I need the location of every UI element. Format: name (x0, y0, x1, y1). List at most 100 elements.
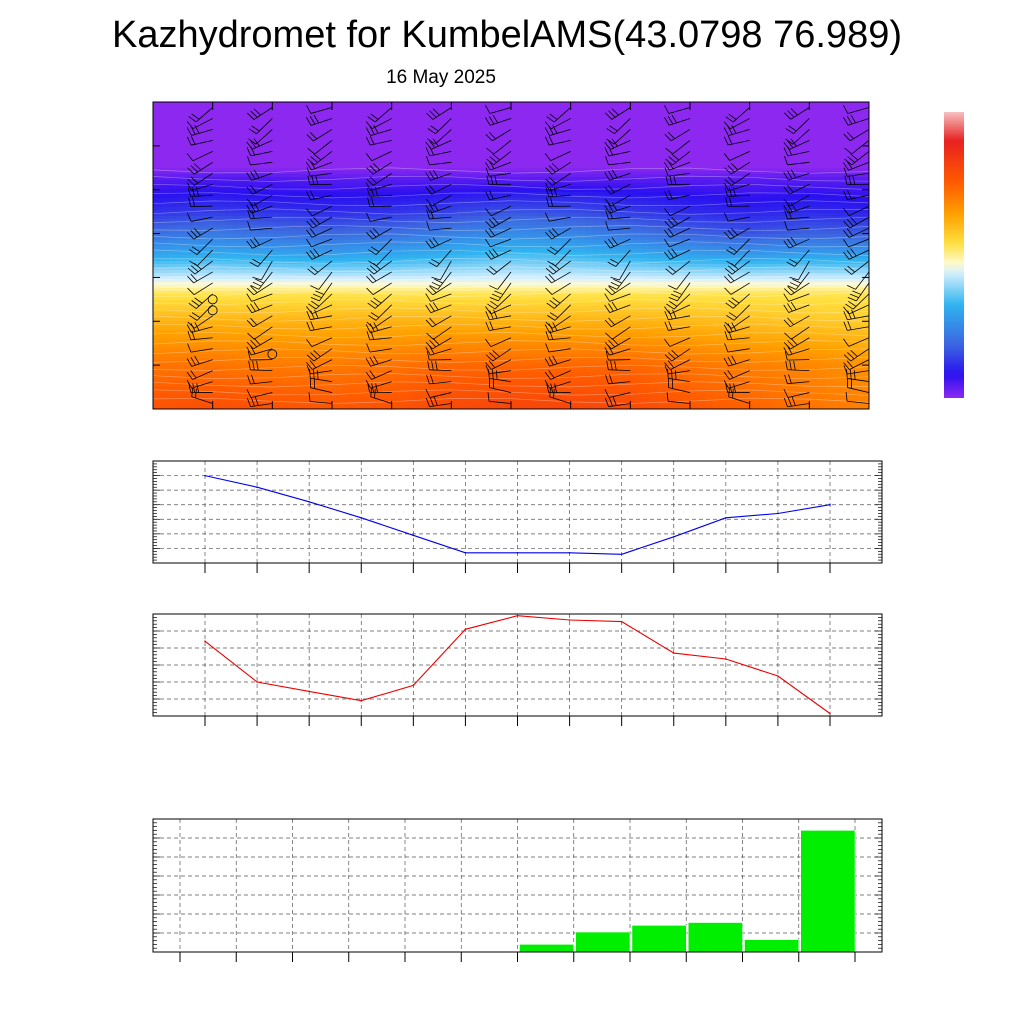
section-cell (169, 156, 178, 160)
section-cell (225, 300, 234, 304)
section-cell (201, 285, 210, 289)
section-cell (257, 402, 266, 406)
section-cell (249, 198, 258, 202)
section-cell (289, 129, 298, 133)
section-cell (225, 384, 234, 388)
section-cell (281, 276, 290, 280)
section-cell (281, 132, 290, 136)
section-cell (273, 285, 282, 289)
section-cell (257, 360, 266, 364)
section-cell (177, 315, 186, 319)
section-cell (297, 318, 306, 322)
section-cell (305, 177, 314, 181)
section-cell (217, 195, 226, 199)
section-cell (225, 294, 234, 298)
section-cell (281, 258, 290, 262)
section-cell (209, 402, 218, 406)
section-cell (257, 264, 266, 268)
section-cell (209, 363, 218, 367)
section-cell (177, 201, 186, 205)
section-cell (169, 351, 178, 355)
section-cell (153, 231, 162, 235)
section-cell (281, 126, 290, 130)
section-cell (265, 393, 274, 397)
section-cell (161, 387, 170, 391)
section-cell (225, 372, 234, 376)
section-cell (249, 162, 258, 166)
section-cell (289, 366, 298, 370)
section-cell (217, 261, 226, 265)
section-cell (297, 384, 306, 388)
section-cell (201, 345, 210, 349)
section-cell (249, 327, 258, 331)
section-cell (169, 327, 178, 331)
section-cell (177, 348, 186, 352)
section-cell (185, 399, 194, 403)
section-cell (217, 336, 226, 340)
section-cell (153, 207, 162, 211)
section-cell (153, 180, 162, 184)
section-cell (273, 393, 282, 397)
section-cell (297, 393, 306, 397)
section-cell (169, 120, 178, 124)
section-cell (193, 216, 202, 220)
section-cell (273, 195, 282, 199)
section-cell (201, 270, 210, 274)
section-cell (233, 102, 242, 106)
section-cell (257, 255, 266, 259)
section-cell (153, 285, 162, 289)
section-cell (281, 360, 290, 364)
section-cell (193, 336, 202, 340)
section-cell (161, 222, 170, 226)
section-cell (281, 141, 290, 145)
section-cell (289, 105, 298, 109)
section-cell (209, 192, 218, 196)
section-cell (185, 231, 194, 235)
section-cell (169, 102, 178, 106)
section-cell (209, 348, 218, 352)
section-cell (217, 312, 226, 316)
section-cell (217, 201, 226, 205)
section-cell (257, 372, 266, 376)
section-cell (273, 399, 282, 403)
section-cell (161, 246, 170, 250)
section-cell (241, 156, 250, 160)
section-cell (209, 150, 218, 154)
section-cell (209, 351, 218, 355)
section-cell (297, 252, 306, 256)
section-cell (225, 189, 234, 193)
section-cell (281, 306, 290, 310)
section-cell (201, 144, 210, 148)
section-cell (249, 384, 258, 388)
section-cell (233, 186, 242, 190)
section-cell (225, 309, 234, 313)
section-cell (177, 270, 186, 274)
section-cell (233, 276, 242, 280)
section-cell (185, 381, 194, 385)
section-cell (257, 114, 266, 118)
section-cell (249, 222, 258, 226)
section-cell (289, 174, 298, 178)
section-cell (289, 282, 298, 286)
section-cell (209, 252, 218, 256)
section-cell (193, 315, 202, 319)
section-cell (257, 204, 266, 208)
section-cell (169, 162, 178, 166)
section-cell (257, 222, 266, 226)
section-cell (273, 126, 282, 130)
section-cell (209, 153, 218, 157)
section-cell (241, 117, 250, 121)
section-cell (217, 114, 226, 118)
section-cell (233, 249, 242, 253)
section-cell (281, 342, 290, 346)
section-cell (217, 162, 226, 166)
section-cell (185, 366, 194, 370)
section-cell (209, 204, 218, 208)
section-cell (225, 288, 234, 292)
section-cell (209, 360, 218, 364)
section-cell (201, 156, 210, 160)
section-cell (193, 225, 202, 229)
section-cell (201, 393, 210, 397)
section-cell (225, 213, 234, 217)
